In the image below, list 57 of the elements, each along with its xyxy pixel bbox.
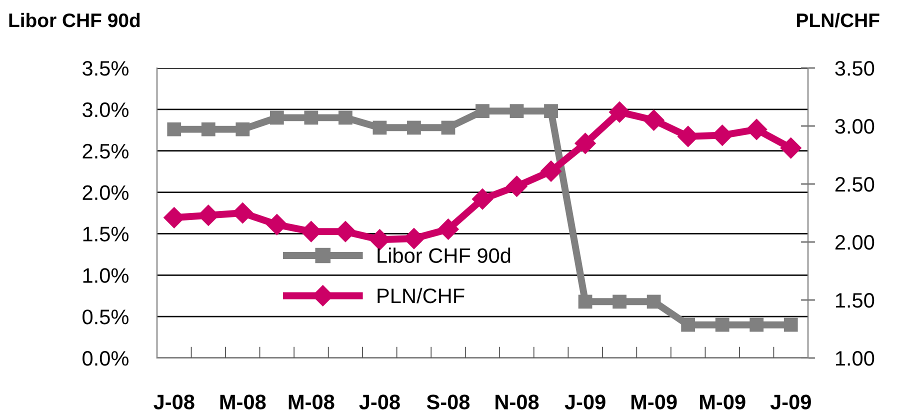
point	[746, 118, 768, 140]
point	[612, 294, 626, 309]
point	[750, 318, 764, 332]
point	[438, 218, 459, 240]
x-tick-label: J-08	[154, 394, 194, 410]
point	[266, 214, 288, 236]
y-tick-label: 2.0%	[82, 185, 128, 200]
y-tick-label: 1.0%	[83, 268, 128, 283]
point	[270, 110, 284, 125]
point	[407, 120, 421, 135]
x-tick-label: J-09	[564, 394, 606, 410]
x-tick-label: S-08	[426, 394, 470, 410]
legend-label: Libor CHF 90d	[378, 248, 510, 263]
y2-tick-label: 3.50	[835, 61, 874, 76]
point	[476, 104, 490, 118]
point	[338, 110, 352, 125]
x-tick-label: M-08	[220, 394, 266, 410]
x-tick-label: J-08	[359, 394, 400, 410]
y-tick-label: 3.5%	[82, 61, 128, 76]
point	[304, 110, 318, 125]
point	[646, 294, 661, 309]
y2-axis-title: PLN/CHF	[797, 12, 880, 28]
x-tick-label: M-08	[288, 394, 334, 410]
point	[715, 318, 730, 332]
point	[236, 122, 250, 136]
point	[780, 138, 802, 159]
point	[506, 176, 528, 197]
point	[578, 294, 592, 309]
x-tick-label: N-08	[496, 394, 539, 410]
y2-tick-label: 2.50	[835, 177, 874, 192]
y-tick-label: 1.5%	[83, 226, 128, 242]
y2-tick-label: 3.00	[835, 119, 874, 134]
point	[681, 318, 696, 332]
point	[201, 122, 216, 136]
point	[544, 104, 558, 118]
point	[609, 102, 630, 123]
point	[643, 110, 664, 131]
point	[441, 120, 456, 135]
y-tick-label: 0.5%	[82, 310, 128, 324]
point	[510, 104, 524, 118]
x-tick-label: M-09	[631, 394, 677, 410]
point	[574, 132, 596, 154]
y2-tick-label: 1.50	[836, 293, 874, 308]
x-tick-label: J-09	[770, 394, 811, 410]
y2-tick-label: 2.00	[835, 235, 874, 250]
legend-label: PLN/CHF	[378, 288, 464, 304]
y2-tick-label: 1.00	[836, 351, 874, 366]
y-tick-label: 2.5%	[82, 144, 128, 159]
x-tick-label: M-09	[700, 394, 746, 410]
y-tick-label: 3.0%	[82, 102, 128, 118]
point	[540, 160, 562, 182]
point	[784, 318, 798, 332]
point	[372, 120, 387, 135]
y-tick-label: 0.0%	[82, 351, 128, 366]
point	[167, 122, 182, 136]
y-axis-title: Libor CHF 90d	[9, 12, 140, 28]
point	[472, 188, 494, 210]
